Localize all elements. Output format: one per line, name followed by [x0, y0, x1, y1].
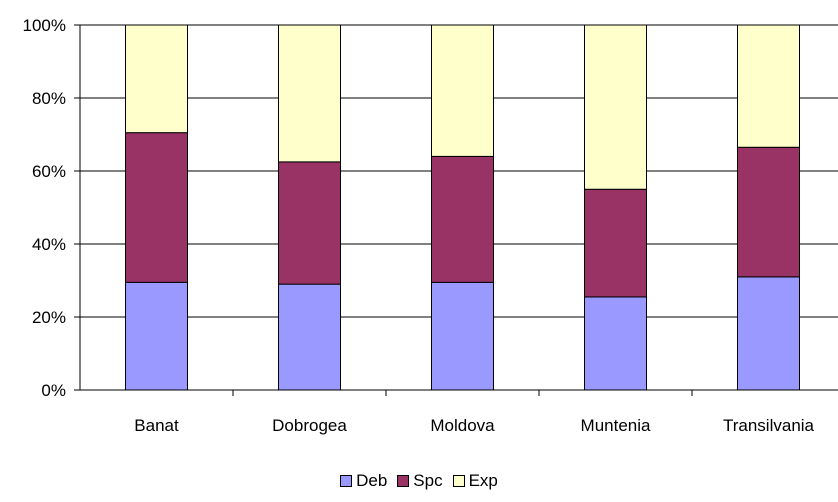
- bar-segment-spc: [737, 146, 800, 278]
- legend-swatch-deb: [340, 475, 353, 487]
- legend-item-spc: Spc: [397, 471, 443, 491]
- y-tick-label: 60%: [32, 162, 66, 181]
- bar-segment-deb: [737, 276, 800, 391]
- bar-segment-deb: [125, 281, 188, 391]
- bar-segment-exp: [431, 24, 494, 157]
- y-tick-label: 80%: [32, 89, 66, 108]
- bar-segment-spc: [125, 132, 188, 283]
- legend-label-exp: Exp: [468, 471, 498, 490]
- legend: Deb Spc Exp: [0, 470, 838, 492]
- bar-segment-deb: [278, 283, 341, 391]
- bar-segment-spc: [584, 188, 647, 298]
- y-tick-label: 100%: [23, 16, 66, 35]
- legend-item-deb: Deb: [340, 471, 387, 491]
- bar-segment-exp: [737, 24, 800, 148]
- bar-segment-spc: [431, 155, 494, 283]
- bar-segment-exp: [584, 24, 647, 190]
- y-tick-label: 0%: [41, 381, 66, 400]
- y-tick-label: 40%: [32, 235, 66, 254]
- x-tick-label: Transilvania: [723, 416, 815, 435]
- bar-segment-deb: [431, 281, 494, 391]
- legend-swatch-spc: [397, 475, 410, 487]
- y-tick-label: 20%: [32, 308, 66, 327]
- x-tick-label: Moldova: [430, 416, 495, 435]
- legend-item-exp: Exp: [452, 471, 498, 491]
- bar-segment-spc: [278, 161, 341, 285]
- legend-label-spc: Spc: [413, 471, 443, 490]
- bars: [125, 24, 800, 391]
- bar-segment-deb: [584, 296, 647, 391]
- legend-label-deb: Deb: [356, 471, 388, 490]
- legend-swatch-exp: [452, 475, 465, 487]
- x-tick-label: Dobrogea: [272, 416, 347, 435]
- axes: 0% 20% 40% 60% 80% 100% Banat Dobrogea Moldova Mu…: [23, 16, 838, 435]
- x-tick-label: Banat: [134, 416, 179, 435]
- bar-segment-exp: [125, 24, 188, 134]
- x-tick-label: Muntenia: [581, 416, 651, 435]
- bar-segment-exp: [278, 24, 341, 163]
